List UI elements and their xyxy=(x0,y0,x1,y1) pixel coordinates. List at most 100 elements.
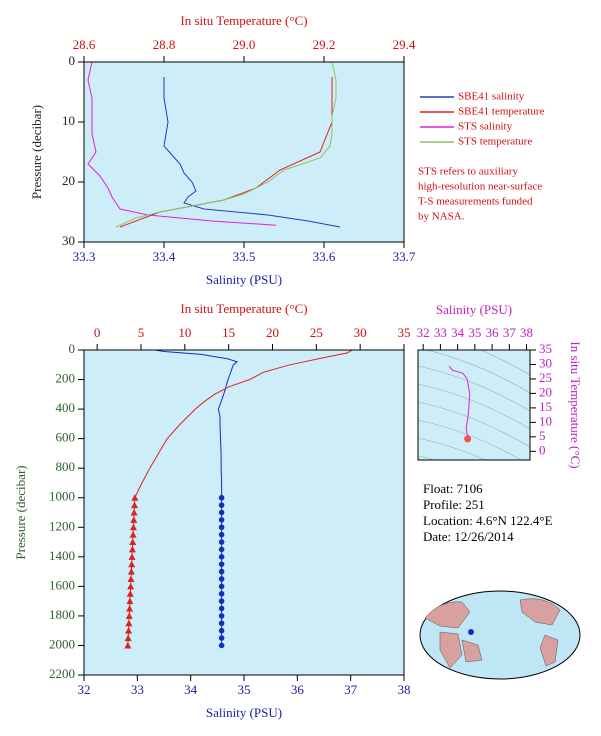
tick-label: 29.2 xyxy=(313,37,336,52)
legend-label: SBE41 temperature xyxy=(458,106,545,118)
circle-marker xyxy=(218,620,225,627)
tick-label: 32 xyxy=(78,682,91,697)
float-location xyxy=(468,629,474,635)
tick-label: 20 xyxy=(62,173,75,188)
float-id: Float: 7106 xyxy=(423,481,483,496)
circle-marker xyxy=(218,546,225,553)
tick-label: 10 xyxy=(539,413,552,428)
circle-marker xyxy=(218,576,225,582)
circle-marker xyxy=(218,517,225,523)
tick-label: 30 xyxy=(62,233,75,248)
tick-label: 35 xyxy=(238,682,251,697)
tick-label: 28.6 xyxy=(73,37,96,52)
density-contour xyxy=(418,419,522,460)
triangle-marker xyxy=(124,641,132,649)
plot-frame xyxy=(83,61,405,243)
land xyxy=(461,639,483,663)
circle-marker xyxy=(218,605,225,612)
triangle-marker xyxy=(131,494,139,501)
series-line xyxy=(154,350,239,498)
density-contour xyxy=(418,455,436,460)
triangle-marker xyxy=(125,627,133,634)
legend-label: STS salinity xyxy=(458,121,513,133)
legend-label: SBE41 salinity xyxy=(458,91,525,103)
annotation: STS refers to auxiliary xyxy=(418,166,518,178)
triangle-marker xyxy=(127,568,135,575)
tick-label: 25 xyxy=(310,325,323,340)
x2-axis-label: In situ Temperature (°C) xyxy=(180,301,307,316)
tick-label: 32 xyxy=(417,325,430,340)
annotation: T-S measurements funded xyxy=(418,196,533,208)
annotation: high-resolution near-surface xyxy=(418,181,542,193)
x-axis-label: Salinity (PSU) xyxy=(206,705,282,720)
tick-label: 35 xyxy=(539,341,552,356)
triangle-marker xyxy=(128,560,136,568)
tick-label: 37 xyxy=(344,682,358,697)
plot-area xyxy=(84,350,404,675)
tick-label: 2000 xyxy=(49,636,75,651)
float-info: Float: 7106 Profile: 251 Location: 4.6°N… xyxy=(423,481,553,544)
land xyxy=(539,634,559,667)
tick-label: 33.3 xyxy=(73,249,96,264)
tick-label: 30 xyxy=(539,355,552,370)
circle-marker xyxy=(218,494,225,501)
density-contour xyxy=(418,437,486,460)
tick-label: 33 xyxy=(434,325,447,340)
tick-label: 15 xyxy=(539,399,552,414)
tick-label: 33 xyxy=(131,682,144,697)
triangle-marker xyxy=(130,516,138,523)
tick-label: 5 xyxy=(138,325,145,340)
land xyxy=(424,601,471,629)
x-axis-label: Salinity (PSU) xyxy=(436,302,512,317)
tick-label: 25 xyxy=(539,370,552,385)
circle-marker xyxy=(218,502,225,508)
density-contour xyxy=(418,365,530,412)
world-map xyxy=(419,590,581,680)
circle-marker xyxy=(218,554,225,560)
tick-label: 29.4 xyxy=(393,37,416,52)
circle-marker xyxy=(218,524,225,531)
triangle-marker xyxy=(128,545,136,553)
series-line xyxy=(448,365,471,439)
tick-label: 600 xyxy=(56,430,76,445)
tick-label: 29.0 xyxy=(233,37,256,52)
plot-frame xyxy=(417,349,531,461)
circle-marker xyxy=(218,583,225,590)
circle-marker xyxy=(218,531,225,538)
x2-axis-label: In situ Temperature (°C) xyxy=(180,13,307,28)
circle-marker xyxy=(218,613,225,619)
circle-marker xyxy=(218,590,225,597)
tick-label: 0 xyxy=(69,341,76,356)
triangle-marker xyxy=(125,619,133,627)
circle-marker xyxy=(218,561,225,568)
end-marker xyxy=(464,435,472,443)
plot-area xyxy=(418,350,530,460)
plot-area xyxy=(84,62,404,242)
tick-label: 33.6 xyxy=(313,249,336,264)
circle-marker xyxy=(218,635,225,641)
density-contour xyxy=(418,401,530,448)
tick-label: 38 xyxy=(520,325,533,340)
tick-label: 10 xyxy=(178,325,191,340)
tick-label: 1200 xyxy=(49,518,75,533)
triangle-marker xyxy=(130,509,138,516)
tick-label: 36 xyxy=(291,682,305,697)
land xyxy=(439,631,463,669)
tick-label: 0 xyxy=(69,53,76,68)
tick-label: 34 xyxy=(184,682,198,697)
density-contour xyxy=(479,350,530,376)
y-axis-label: Pressure (decibar) xyxy=(29,105,44,199)
tick-label: 400 xyxy=(56,400,76,415)
circle-marker xyxy=(218,509,225,516)
legend-label: STS temperature xyxy=(458,136,532,148)
tick-label: 2200 xyxy=(49,666,75,681)
tick-label: 10 xyxy=(62,113,75,128)
tick-label: 35 xyxy=(398,325,411,340)
triangle-marker xyxy=(125,612,133,619)
tick-label: 33.5 xyxy=(233,249,256,264)
tick-label: 28.8 xyxy=(153,37,176,52)
tick-label: 1600 xyxy=(49,577,75,592)
circle-marker xyxy=(218,642,225,649)
circle-marker xyxy=(218,568,225,575)
